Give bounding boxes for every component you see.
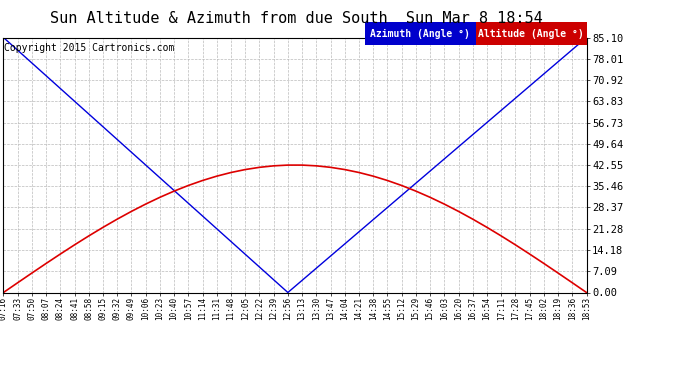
Text: Altitude (Angle °): Altitude (Angle °) — [478, 28, 584, 39]
Text: Sun Altitude & Azimuth from due South  Sun Mar 8 18:54: Sun Altitude & Azimuth from due South Su… — [50, 11, 543, 26]
Text: Copyright 2015 Cartronics.com: Copyright 2015 Cartronics.com — [4, 43, 175, 52]
Text: Azimuth (Angle °): Azimuth (Angle °) — [371, 28, 471, 39]
